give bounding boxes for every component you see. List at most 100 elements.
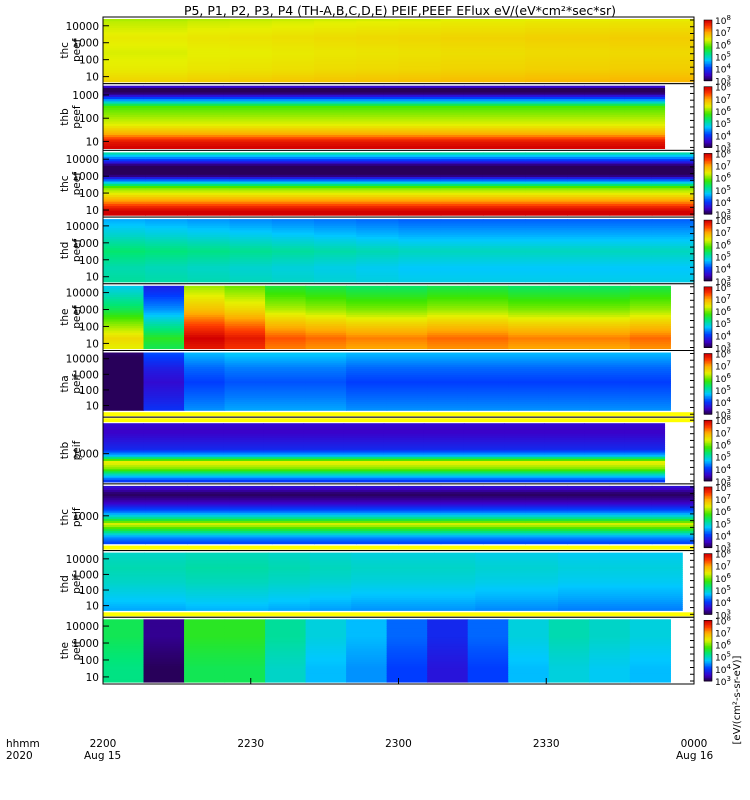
spectrogram-cell (145, 21, 189, 25)
spectrogram-cell (567, 203, 611, 207)
spectrogram-cell (383, 137, 425, 141)
spectrogram-cell (303, 132, 345, 136)
spectrogram-cell (103, 192, 146, 196)
spectrogram-cell (229, 490, 273, 493)
colorbar-swatch (704, 374, 712, 377)
spectrogram-cell (508, 659, 550, 663)
spectrogram-cell (386, 632, 428, 636)
spectrogram-cell (584, 126, 625, 129)
spectrogram-cell (475, 575, 518, 578)
spectrogram-cell (440, 275, 484, 278)
spectrogram-cell (351, 571, 394, 574)
spectrogram-cell (386, 404, 428, 407)
spectrogram-cell (184, 326, 226, 329)
spectrogram-cell (356, 39, 400, 42)
spectrogram-cell (651, 514, 695, 518)
spectrogram-cell (346, 655, 388, 658)
spectrogram-cell (475, 552, 518, 556)
spectrogram-cell (314, 30, 357, 34)
spectrogram-cell (629, 652, 671, 656)
spectrogram-cell (567, 210, 611, 214)
spectrogram-cell (548, 360, 590, 364)
spectrogram-cell (640, 593, 683, 597)
spectrogram-cell (423, 431, 465, 435)
spectrogram-cell (144, 602, 187, 605)
spectrogram-cell (440, 252, 484, 256)
spectrogram-cell (314, 268, 357, 272)
spectrogram-cell (440, 225, 484, 229)
spectrogram-cell (303, 143, 345, 147)
spectrogram-cell (187, 239, 231, 243)
spectrogram-cell (227, 583, 270, 587)
colorbar-swatch (704, 95, 712, 98)
spectrogram-cell (463, 123, 505, 127)
spectrogram-cell (427, 646, 469, 650)
spectrogram-cell (143, 87, 184, 91)
colorbar-swatch (704, 361, 712, 364)
spectrogram-cell (651, 36, 695, 40)
spectrogram-cell (103, 266, 146, 269)
spectrogram-cell (187, 487, 231, 491)
colorbar-swatch (704, 470, 712, 473)
spectrogram-cell (346, 675, 388, 679)
spectrogram-cell (398, 163, 442, 167)
spectrogram-cell (343, 146, 385, 149)
spectrogram-cell (567, 525, 611, 528)
spectrogram-cell (548, 393, 590, 397)
spectrogram-cell (314, 172, 357, 176)
spectrogram-cell (143, 319, 185, 323)
spectrogram-cell (103, 143, 144, 147)
spectrogram-cell (271, 165, 315, 169)
spectrogram-cell (548, 301, 590, 305)
spectrogram-cell (184, 308, 226, 312)
spectrogram-cell (427, 312, 469, 316)
spectrogram-cell (265, 310, 307, 314)
spectrogram-cell (525, 535, 568, 539)
spectrogram-cell (271, 230, 315, 234)
spectrogram-cell (440, 518, 484, 522)
spectrogram-cell (548, 666, 590, 670)
spectrogram-cell (184, 371, 226, 374)
spectrogram-cell (223, 439, 265, 443)
spectrogram-cell (599, 556, 642, 560)
spectrogram-cell (609, 245, 653, 249)
spectrogram-cell (183, 469, 224, 473)
colorbar-swatch (704, 41, 712, 44)
spectrogram-cell (305, 383, 347, 387)
spectrogram-cell (508, 305, 550, 309)
spectrogram-cell (346, 305, 388, 309)
spectrogram-cell (356, 537, 400, 541)
colorbar-swatch (704, 455, 712, 458)
colorbar-swatch (704, 462, 712, 465)
spectrogram-cell (229, 500, 273, 503)
spectrogram-cell (427, 321, 469, 325)
spectrogram-cell (309, 571, 352, 574)
colorbar-unit-label: [eV/(cm²-s-sr-eV)] (732, 655, 743, 744)
spectrogram-cell (271, 272, 315, 276)
spectrogram-cell (629, 385, 671, 389)
spectrogram-cell (525, 177, 568, 180)
spectrogram-cell (305, 332, 347, 336)
spectrogram-cell (463, 469, 505, 473)
spectrogram-cell (263, 425, 305, 428)
spectrogram-cell (398, 159, 442, 162)
spectrogram-cell (629, 661, 671, 665)
spectrogram-cell (482, 230, 526, 234)
spectrogram-cell (187, 43, 231, 47)
spectrogram-cell (544, 143, 585, 147)
spectrogram-cell (263, 139, 305, 143)
spectrogram-cell (548, 634, 590, 638)
spectrogram-cell (508, 373, 550, 376)
spectrogram-cell (263, 427, 305, 431)
colorbar-swatch (704, 556, 712, 559)
spectrogram-cell (145, 63, 189, 67)
spectrogram-cell (629, 639, 671, 643)
colorbar-tick-label: 104 (715, 463, 731, 476)
spectrogram-cell (609, 63, 653, 67)
spectrogram-cell (103, 514, 146, 518)
spectrogram-cell (314, 232, 357, 236)
colorbar-tick-label: 107 (715, 293, 731, 306)
spectrogram-cell (314, 57, 357, 60)
spectrogram-cell (224, 381, 266, 385)
spectrogram-cell (386, 326, 428, 329)
